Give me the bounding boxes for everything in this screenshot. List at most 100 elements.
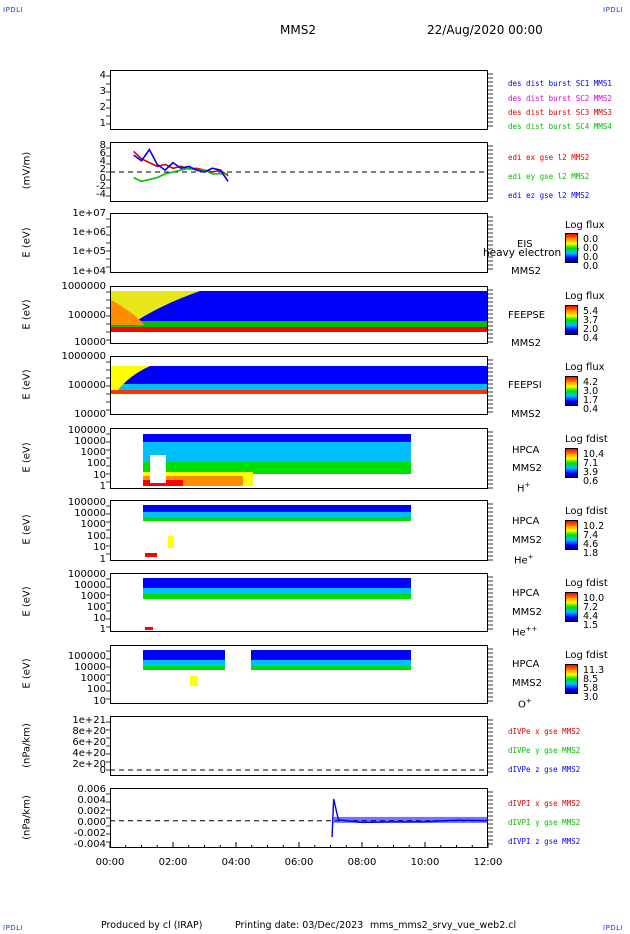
edi-series-line	[133, 147, 229, 182]
species-he1: He+	[514, 553, 534, 567]
colorbar-eis	[565, 233, 578, 263]
ytick: 1e+05	[72, 246, 106, 257]
ytick: 10000	[74, 508, 106, 519]
ytick: 10000	[74, 662, 106, 673]
xtick: 10:00	[410, 857, 440, 868]
ytick: 1000	[80, 447, 106, 458]
feepsi-fill	[111, 384, 487, 390]
ytick: 100000	[67, 380, 106, 391]
panel-eis	[110, 213, 488, 273]
instrument-hpca-h: HPCA	[512, 445, 540, 456]
colorbar-tick: 7.1	[583, 458, 599, 469]
colorbar-tick: 3.9	[583, 467, 599, 478]
ytick: 1000000	[61, 281, 106, 292]
ytick: -0.004	[73, 839, 106, 850]
ytick: 2	[99, 102, 106, 113]
instrument-hpca-he2: HPCA	[512, 588, 540, 599]
ytick: 10	[93, 470, 106, 481]
colorbar-tick: 10.4	[583, 449, 605, 460]
xtick: 00:00	[95, 857, 125, 868]
hpca-he2-fill	[145, 627, 153, 630]
colorbar-tick: 11.3	[583, 665, 605, 676]
xtick: 12:00	[473, 857, 503, 868]
instrument-feepsi: FEEPSI	[508, 380, 542, 391]
colorbar-hpca-he2	[565, 592, 578, 622]
spacecraft-title: MMS2	[280, 23, 316, 37]
hpca-he2-fill	[143, 594, 411, 599]
ytick: 2e+20	[72, 759, 106, 770]
ytick: 100000	[67, 497, 106, 508]
legend-divpi-x: dIVPI x gse MMS2	[508, 799, 581, 808]
hpca-o-fill	[143, 666, 411, 670]
colorbar-tick: 5.8	[583, 683, 599, 694]
ytick: 1e+07	[72, 208, 106, 219]
species-charge: +	[524, 481, 531, 489]
ytick: 4e+20	[72, 748, 106, 759]
ytick: 100000	[67, 569, 106, 580]
legend-edi-ez: edi ez gse l2 MMS2	[508, 191, 590, 200]
colorbar-tick: 1.5	[583, 620, 599, 631]
colorbar-tick: 1.8	[583, 548, 599, 559]
instrument-hpca-he1-sc: MMS2	[512, 535, 542, 546]
colorbar-title-feepsi: Log flux	[565, 362, 605, 373]
corner-logo-top-left: IPDLI	[3, 6, 24, 14]
ytick: 10000	[74, 580, 106, 591]
footer-script: mms_mms2_srvy_vue_web2.cl	[370, 920, 517, 931]
colorbar-tick: 10.2	[583, 521, 605, 532]
ytick: 10	[93, 542, 106, 553]
instrument-feepse: FEEPSE	[508, 310, 546, 321]
ytick: 10000	[74, 436, 106, 447]
hpca-o-fill	[143, 650, 411, 660]
ytick: 1e+21	[72, 715, 106, 726]
colorbar-tick: 0.0	[583, 243, 599, 254]
ytick: 8	[99, 140, 106, 151]
panel-divpe	[110, 716, 488, 776]
feepse-fill	[111, 327, 487, 332]
hpca-o-fill	[143, 660, 411, 666]
instrument-hpca-h-sc: MMS2	[512, 463, 542, 474]
instrument-hpca-o: HPCA	[512, 659, 540, 670]
ytick: 1e+06	[72, 227, 106, 238]
panel-des-dist-burst	[110, 70, 488, 130]
eis-overlay-text: heavy electron tof	[483, 247, 579, 259]
hpca-he2-fill	[143, 588, 411, 594]
ytick: 0.000	[77, 817, 106, 828]
corner-logo-bottom-left: IPDLI	[3, 924, 24, 932]
colorbar-tick: 0.4	[583, 333, 599, 344]
xtick: 02:00	[158, 857, 188, 868]
ytick: 4	[99, 70, 106, 81]
xtick: 06:00	[284, 857, 314, 868]
ytick: 8e+20	[72, 726, 106, 737]
colorbar-tick: 2.0	[583, 324, 599, 335]
ytick: 0.004	[77, 795, 106, 806]
ytick: 10	[93, 613, 106, 624]
instrument-hpca-he2-sc: MMS2	[512, 607, 542, 618]
ytick: 100	[86, 458, 106, 469]
legend-divpe-z: dIVPe z gse MMS2	[508, 765, 581, 774]
colorbar-tick: 0.4	[583, 404, 599, 415]
ytick: 1000	[80, 673, 106, 684]
legend-divpi-y: dIVPI y gse MMS2	[508, 818, 581, 827]
ytick: 1e+04	[72, 266, 106, 277]
divpi-noise-band	[333, 816, 488, 823]
hpca-he1-fill	[168, 536, 174, 548]
hpca-h-fill	[143, 462, 411, 474]
legend-des-sc4: des dist burst SC4 MMS4	[508, 122, 612, 131]
colorbar-hpca-he1	[565, 520, 578, 550]
hpca-h-fill	[143, 476, 243, 486]
ytick: 1	[99, 118, 106, 129]
ytick: 10000	[74, 337, 106, 348]
species-charge: ++	[525, 625, 538, 633]
instrument-eis: EIS	[517, 239, 533, 250]
footer-printing-date: Printing date: 03/Dec/2023	[235, 920, 364, 931]
ytick: 10000	[74, 409, 106, 420]
ytick: 100000	[67, 310, 106, 321]
ytick: 1000	[80, 591, 106, 602]
colorbar-tick: 4.4	[583, 611, 599, 622]
hpca-o-fill	[225, 650, 251, 680]
colorbar-tick: 1.7	[583, 395, 599, 406]
feepse-fill	[111, 300, 145, 325]
ytick: 6	[99, 148, 106, 159]
